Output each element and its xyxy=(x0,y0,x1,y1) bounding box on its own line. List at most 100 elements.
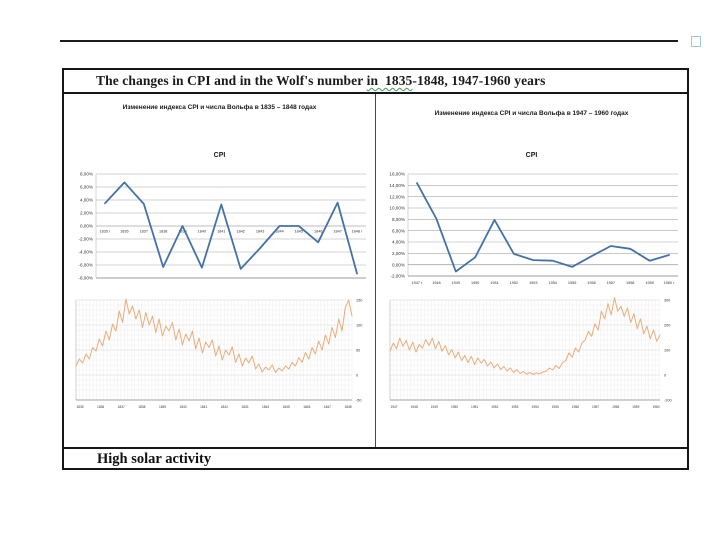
object-anchor-icon[interactable] xyxy=(691,36,701,47)
svg-text:1840: 1840 xyxy=(180,405,187,409)
svg-text:-50: -50 xyxy=(356,399,362,403)
svg-text:1949: 1949 xyxy=(431,405,438,409)
svg-text:100: 100 xyxy=(664,349,670,353)
svg-text:-6,00%: -6,00% xyxy=(78,263,93,268)
svg-text:-2,00%: -2,00% xyxy=(78,237,93,242)
page-title: The changes in CPI and in the Wolf's num… xyxy=(64,70,687,94)
svg-text:1960 г: 1960 г xyxy=(664,281,676,285)
svg-text:1837: 1837 xyxy=(118,405,125,409)
svg-text:1957: 1957 xyxy=(607,281,615,285)
svg-text:1841: 1841 xyxy=(217,230,225,234)
panel-heading-left: Изменение индекса CPI и числа Вольфа в 1… xyxy=(122,104,317,111)
svg-text:1843: 1843 xyxy=(256,230,264,234)
svg-text:10,00%: 10,00% xyxy=(389,206,405,211)
wolf-number-chart-1835-1848: 150 100 50 0 -50 1835 1836 1837 1838 1839 1840 1841… xyxy=(75,298,362,409)
svg-text:1844: 1844 xyxy=(262,405,269,409)
slide-table: The changes in CPI and in the Wolf's num… xyxy=(62,68,689,470)
title-text-marked: in 1835 xyxy=(366,73,413,88)
svg-text:0: 0 xyxy=(664,374,666,378)
svg-text:16,00%: 16,00% xyxy=(389,172,405,177)
panel-1947-1960: Изменение индекса CPI и числа Вольфа в 1… xyxy=(376,94,687,447)
svg-text:1952: 1952 xyxy=(510,281,518,285)
svg-text:1847: 1847 xyxy=(333,230,341,234)
svg-text:1847: 1847 xyxy=(324,405,331,409)
svg-text:4,00%: 4,00% xyxy=(392,240,405,245)
svg-text:1953: 1953 xyxy=(529,281,537,285)
svg-text:1948: 1948 xyxy=(432,281,440,285)
svg-text:1954: 1954 xyxy=(548,281,556,285)
svg-text:1951: 1951 xyxy=(490,281,498,285)
svg-text:1956: 1956 xyxy=(587,281,595,285)
svg-text:1848: 1848 xyxy=(344,405,351,409)
svg-text:1842: 1842 xyxy=(221,405,228,409)
svg-text:1954: 1954 xyxy=(532,405,539,409)
svg-text:8,00%: 8,00% xyxy=(80,172,93,177)
svg-text:0: 0 xyxy=(356,374,358,378)
svg-text:1960: 1960 xyxy=(652,405,659,409)
svg-text:1845: 1845 xyxy=(295,230,303,234)
svg-text:300: 300 xyxy=(664,299,670,303)
svg-text:1839: 1839 xyxy=(178,230,186,234)
title-text-post: -1848, 1947-1960 years xyxy=(412,73,546,88)
svg-text:8,00%: 8,00% xyxy=(392,217,405,222)
footer-text: High solar activity xyxy=(97,451,212,467)
svg-text:1835 г: 1835 г xyxy=(100,230,112,234)
svg-text:50: 50 xyxy=(356,349,360,353)
cpi-chart-1947-1960: 16,00% 14,00% 12,00% 10,00% 8,00% 6,00% 4,00% 2… xyxy=(389,172,678,285)
svg-text:2,00%: 2,00% xyxy=(392,251,405,256)
svg-text:1955: 1955 xyxy=(568,281,576,285)
cpi-chart-1835-1848: 8,00% 6,00% 4,00% 2,00% 0,00% -2,00% -4,00% -6,… xyxy=(78,172,366,281)
svg-text:1947: 1947 xyxy=(390,405,397,409)
svg-text:1950: 1950 xyxy=(451,405,458,409)
horizontal-rule xyxy=(60,40,678,42)
svg-text:1837: 1837 xyxy=(140,230,148,234)
panel-heading-right: Изменение индекса CPI и числа Вольфа в 1… xyxy=(434,110,629,117)
svg-text:1846: 1846 xyxy=(314,230,322,234)
svg-text:6,00%: 6,00% xyxy=(80,185,93,190)
cpi-chart-title-left: CPI xyxy=(213,152,226,159)
svg-text:1836: 1836 xyxy=(97,405,104,409)
svg-text:1955: 1955 xyxy=(552,405,559,409)
cpi-chart-title-right: CPI xyxy=(525,152,538,159)
svg-text:1948: 1948 xyxy=(411,405,418,409)
svg-text:1844: 1844 xyxy=(275,230,283,234)
svg-text:1838: 1838 xyxy=(159,230,167,234)
svg-text:1953: 1953 xyxy=(511,405,518,409)
svg-text:12,00%: 12,00% xyxy=(389,194,405,199)
svg-text:-4,00%: -4,00% xyxy=(78,250,93,255)
svg-text:1950: 1950 xyxy=(471,281,479,285)
svg-text:-8,00%: -8,00% xyxy=(78,276,93,281)
svg-text:1957: 1957 xyxy=(592,405,599,409)
svg-text:1846: 1846 xyxy=(303,405,310,409)
wolf-number-chart-1947-1960: 300 200 100 0 -100 1947 1948 1949 1950 1951 1952 19… xyxy=(389,297,672,409)
svg-text:1951: 1951 xyxy=(471,405,478,409)
svg-text:1958: 1958 xyxy=(612,405,619,409)
svg-text:1838: 1838 xyxy=(138,405,145,409)
panel-1835-1848: Изменение индекса CPI и числа Вольфа в 1… xyxy=(64,94,376,447)
svg-text:1958: 1958 xyxy=(626,281,634,285)
svg-text:1842: 1842 xyxy=(236,230,244,234)
svg-text:1839: 1839 xyxy=(159,405,166,409)
svg-text:1848 г: 1848 г xyxy=(352,230,364,234)
svg-text:-2,00%: -2,00% xyxy=(390,274,405,279)
svg-text:1952: 1952 xyxy=(491,405,498,409)
title-text-pre: The changes in CPI and in the Wolf's num… xyxy=(96,73,367,88)
svg-text:2,00%: 2,00% xyxy=(80,211,93,216)
svg-text:1959: 1959 xyxy=(632,405,639,409)
svg-text:1841: 1841 xyxy=(200,405,207,409)
svg-text:0,00%: 0,00% xyxy=(392,262,405,267)
svg-text:1949: 1949 xyxy=(452,281,460,285)
svg-text:1843: 1843 xyxy=(241,405,248,409)
svg-text:-100: -100 xyxy=(664,399,672,403)
svg-text:1959: 1959 xyxy=(645,281,653,285)
svg-text:14,00%: 14,00% xyxy=(389,183,405,188)
svg-text:100: 100 xyxy=(356,324,362,328)
svg-text:1836: 1836 xyxy=(120,230,128,234)
svg-text:1835: 1835 xyxy=(76,405,83,409)
footer-row: High solar activity xyxy=(64,447,687,470)
svg-text:1947 г: 1947 г xyxy=(412,281,424,285)
svg-text:0,00%: 0,00% xyxy=(80,224,93,229)
svg-text:6,00%: 6,00% xyxy=(392,228,405,233)
svg-text:200: 200 xyxy=(664,324,670,328)
